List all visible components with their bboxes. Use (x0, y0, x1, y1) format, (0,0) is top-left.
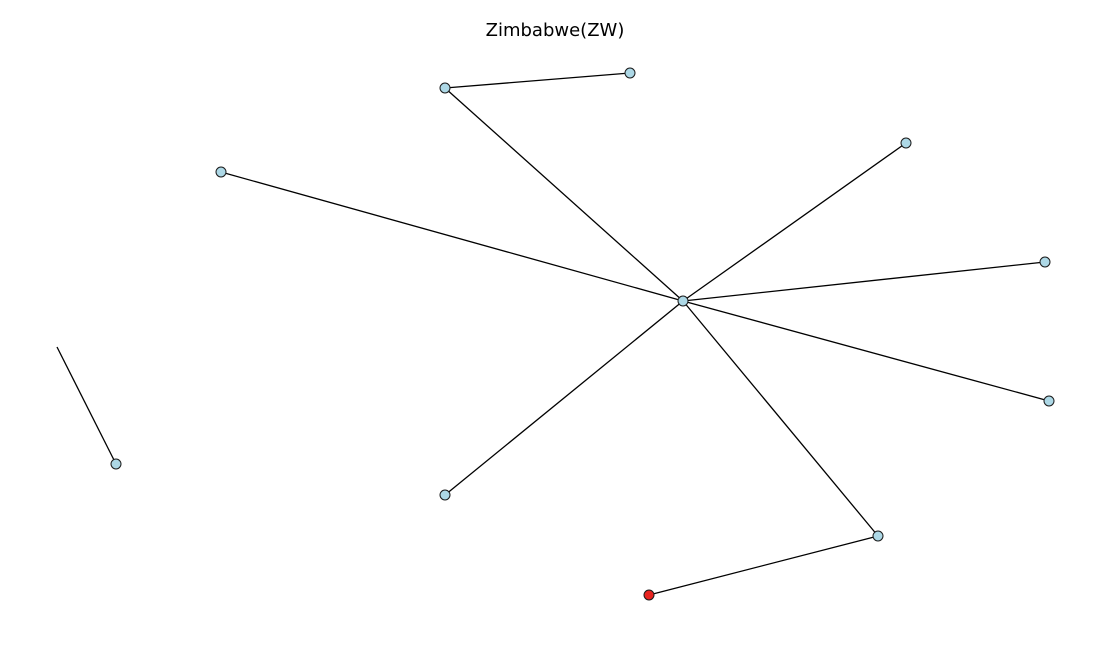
node-n-upper-left[interactable] (215, 166, 227, 178)
graph-title: Zimbabwe(ZW) (485, 20, 625, 41)
node-n-bottom-red[interactable] (643, 589, 655, 601)
node-n-top-right[interactable] (624, 67, 636, 79)
node-n-right-low[interactable] (1043, 395, 1055, 407)
node-n-right-mid[interactable] (1039, 256, 1051, 268)
edge-n-top-left-hub (444, 87, 684, 302)
node-n-upper-right[interactable] (900, 137, 912, 149)
node-n-top-left[interactable] (439, 82, 451, 94)
edge-n-lower-center-hub (444, 300, 684, 496)
edges-layer (56, 72, 1050, 596)
node-hub[interactable] (677, 295, 689, 307)
edge-n-lower-right-hub (682, 300, 879, 537)
edge-n-lower-right-n-bottom-red (648, 535, 879, 596)
edge-n-right-mid-hub (682, 261, 1046, 302)
edge-n-upper-right-hub (682, 142, 907, 302)
nodes-layer (110, 67, 1055, 601)
node-n-far-left[interactable] (110, 458, 122, 470)
node-n-lower-center[interactable] (439, 489, 451, 501)
node-n-lower-right[interactable] (872, 530, 884, 542)
edge-n-right-low-hub (682, 300, 1050, 402)
edge-n-top-left-n-top-right (444, 72, 631, 89)
edge-n-far-left-offscreen-end (56, 346, 117, 465)
edge-n-upper-left-hub (220, 171, 684, 302)
